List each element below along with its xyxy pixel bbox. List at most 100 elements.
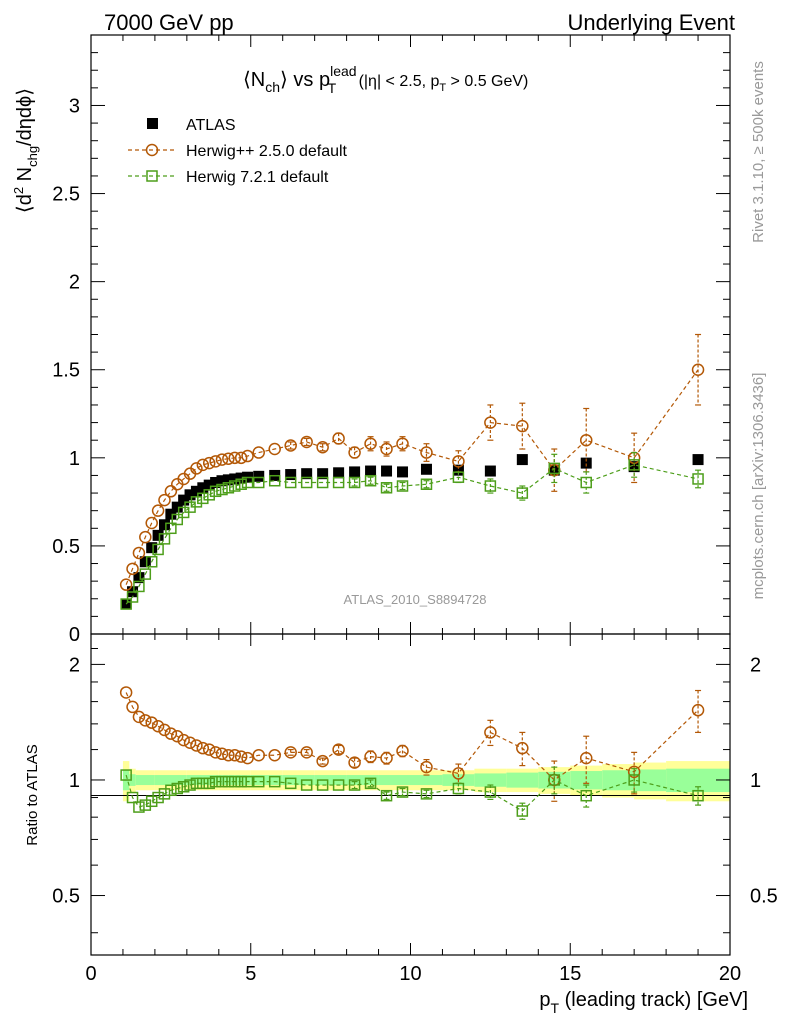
atlas-point [692,454,704,466]
herwigpp-point [145,516,158,530]
ratio-herwigpp-point [579,751,593,765]
ratio-herwigpp-point [196,741,210,755]
atlas-point [203,479,215,491]
ratio-herwig7-point [692,789,704,802]
ratio-herwig7-point [284,777,297,790]
herwigpp-point [396,437,409,450]
herwig7-point [332,476,345,489]
ratio-herwigpp-point [126,700,139,714]
series-layer [119,333,705,610]
ratio-herwigpp-point [234,750,248,763]
header-right: Underlying Event [567,10,735,35]
herwigpp-point [420,446,433,459]
ratio-series-layer [119,686,705,820]
ratio-herwig7-point [126,791,139,804]
herwigpp-point [364,437,377,450]
xlabel-rest: (leading track) [GeV] [559,989,748,1011]
herwigpp-point [234,451,248,465]
atlas-point [216,475,228,487]
ratio-herwigpp-point [222,748,235,762]
ratio-herwigpp-point [691,703,705,717]
atlas-point [301,468,313,480]
atlas-point [349,466,361,478]
title-cut-a: (|η| < 2.5, p [354,73,439,90]
y-tick-label-ratio-right: 1 [750,770,761,792]
ratio-herwigpp-point [484,726,497,739]
ratio-herwigpp-point [348,756,361,769]
ratio-herwigpp-point [284,746,297,759]
atlas-point [628,461,640,473]
x-tick-label: 20 [719,963,741,985]
ratio-herwig7-point [268,775,281,788]
rivet-label: Rivet 3.1.10, ≥ 500k events [750,61,767,243]
herwigpp-point [516,419,529,433]
herwigpp-point [215,453,229,466]
ratio-herwigpp-point [145,716,158,729]
ratio-herwigpp-point [252,748,265,762]
atlas-point [184,489,196,501]
herwigpp-point [579,433,593,447]
ratio-herwigpp-point [300,746,313,759]
atlas-point [139,556,151,568]
ratio-herwigpp-point [164,727,178,740]
atlas-point [235,472,247,484]
atlas-point [178,494,190,506]
ratio-herwigpp-point [241,751,254,765]
band-inner-segment [346,775,379,786]
herwig7-point [235,478,247,490]
y-tick-label-main: 0.5 [52,536,80,558]
herwigpp-point [190,462,203,475]
herwig7-point [580,476,592,489]
atlas-point [229,473,241,485]
ratio-herwig7-point [222,775,235,788]
y-tick-label-main: 3 [69,95,80,117]
herwig7-point [165,522,177,535]
y-tick-label-main: 1.5 [52,360,80,382]
ylabel-sup: 2 [11,187,26,194]
ratio-herwig7-point [332,779,345,791]
ratio-herwigpp-point [452,767,465,780]
ratio-herwig7-point [120,769,132,781]
ratio-herwigpp-point [268,748,281,762]
ratio-herwig7-point [177,781,190,793]
herwigpp-point [316,441,329,454]
herwigpp-point [241,449,254,463]
ratio-herwig7-point [516,805,529,817]
ratio-herwigpp-point [316,754,329,768]
mcplots-label: mcplots.cern.ch [arXiv:1306.3436] [750,373,767,600]
herwig7-point [628,459,640,471]
x-tick-label: 0 [85,963,96,985]
y-tick-label-ratio-left: 2 [69,654,80,676]
title-cut-sub: T [439,82,446,94]
band-inner-segment [602,770,635,791]
xlabel-sub: T [550,1000,559,1016]
atlas-point [158,519,170,531]
ylabel-n: N [14,167,36,187]
band-inner-segment [474,773,507,787]
herwig7-point [139,568,152,580]
ratio-herwig7-point [396,786,409,798]
ratio-herwigpp-point [190,739,203,752]
herwig7-point [452,471,465,483]
ratio-herwigpp-point [202,743,216,756]
herwig7-point [197,492,209,505]
atlas-point [222,474,234,486]
herwigpp-point [158,493,171,507]
herwigpp-point [268,442,281,456]
ratio-herwigpp-point [183,736,197,750]
legend-herwig7-label: Herwig 7.2.1 default [186,169,329,186]
herwigpp-point [380,442,393,456]
herwigpp-point [691,363,705,376]
herwig7-point [152,543,164,556]
ratio-herwig7-point [235,775,247,788]
band-inner-segment [129,774,136,786]
y-tick-label-ratio-right: 2 [750,654,761,676]
ratio-herwigpp-point [209,746,222,759]
band-inner-segment [410,775,443,786]
band-inner-segment [135,775,155,786]
legend-atlas-marker [147,118,158,129]
ratio-herwigpp-point [151,720,165,733]
y-tick-label-ratio-left: 0.5 [52,886,80,908]
herwig7-point [229,480,241,492]
legend-herwigpp-label: Herwig++ 2.5.0 default [186,143,348,160]
